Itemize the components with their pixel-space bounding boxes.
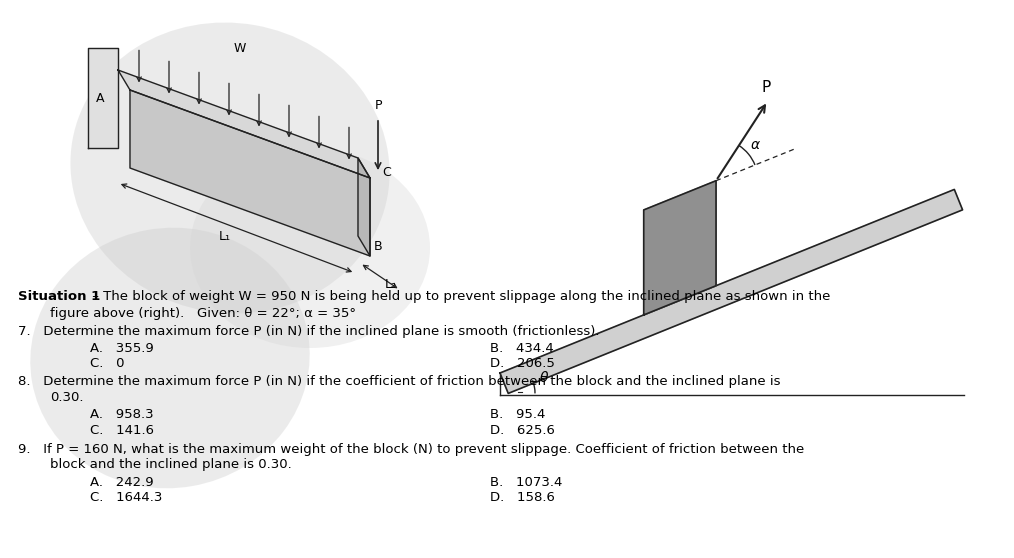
Text: θ: θ	[540, 372, 549, 386]
Text: block and the inclined plane is 0.30.: block and the inclined plane is 0.30.	[50, 458, 292, 471]
Text: B.   434.4: B. 434.4	[490, 341, 554, 354]
Ellipse shape	[30, 228, 309, 488]
Ellipse shape	[70, 22, 389, 314]
Text: C.   1644.3: C. 1644.3	[90, 491, 162, 504]
Polygon shape	[88, 48, 118, 148]
Polygon shape	[644, 181, 716, 315]
Text: A: A	[95, 92, 104, 104]
Text: figure above (right).   Given: θ = 22°; α = 35°: figure above (right). Given: θ = 22°; α …	[50, 306, 356, 320]
Text: B.   1073.4: B. 1073.4	[490, 475, 563, 488]
Text: L₂: L₂	[385, 277, 397, 291]
Polygon shape	[118, 70, 370, 178]
Text: 9.   If P = 160 N, what is the maximum weight of the block (N) to prevent slippa: 9. If P = 160 N, what is the maximum wei…	[18, 442, 804, 455]
Text: B.   95.4: B. 95.4	[490, 408, 546, 421]
Text: C.   0: C. 0	[90, 357, 125, 370]
Text: P: P	[374, 99, 381, 112]
Text: A.   355.9: A. 355.9	[90, 341, 154, 354]
Text: C: C	[382, 166, 390, 180]
Text: D.   206.5: D. 206.5	[490, 357, 555, 370]
Text: A.   242.9: A. 242.9	[90, 475, 154, 488]
Text: L₁: L₁	[219, 229, 231, 243]
Text: D.   158.6: D. 158.6	[490, 491, 555, 504]
Text: A.   958.3: A. 958.3	[90, 408, 154, 421]
Text: Situation 1: Situation 1	[18, 290, 100, 303]
Polygon shape	[500, 190, 962, 393]
Polygon shape	[358, 158, 370, 256]
Text: α: α	[750, 138, 759, 152]
Polygon shape	[130, 90, 370, 256]
Text: P: P	[762, 80, 771, 95]
Text: – The block of weight W = 950 N is being held up to prevent slippage along the i: – The block of weight W = 950 N is being…	[88, 290, 830, 303]
Text: W: W	[234, 42, 246, 55]
Text: 0.30.: 0.30.	[50, 391, 83, 404]
Text: D.   625.6: D. 625.6	[490, 424, 555, 437]
Ellipse shape	[190, 148, 430, 348]
Text: C.   141.6: C. 141.6	[90, 424, 154, 437]
Text: 8.   Determine the maximum force P (in N) if the coefficient of friction between: 8. Determine the maximum force P (in N) …	[18, 376, 781, 388]
Text: B: B	[374, 239, 382, 253]
Text: 7.   Determine the maximum force P (in N) if the inclined plane is smooth (frict: 7. Determine the maximum force P (in N) …	[18, 325, 599, 338]
